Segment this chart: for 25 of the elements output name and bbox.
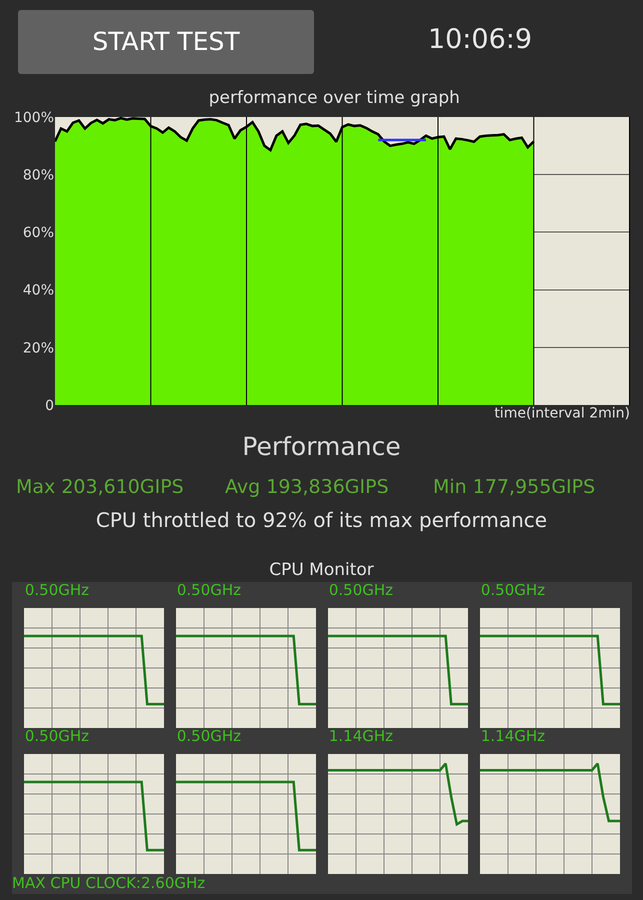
- chart-title: 1.14GHz: [328, 727, 394, 746]
- chart-title: 1.14GHz: [480, 727, 546, 746]
- text: Performance: [241, 432, 402, 461]
- text: 10:06:9: [426, 24, 534, 55]
- chart-title: 0.50GHz: [328, 581, 394, 600]
- chart-title: 0.50GHz: [176, 727, 242, 746]
- y-tick-label: 0: [45, 398, 54, 414]
- y-tick-label: 80%: [22, 168, 54, 184]
- text: Avg 193,836GIPS: [225, 476, 389, 498]
- text: MAX CPU CLOCK:2.60GHz: [12, 874, 206, 892]
- text: START TEST: [18, 10, 314, 74]
- y-tick-label: 100%: [14, 110, 54, 126]
- x-axis-title: time(interval 2min): [494, 405, 630, 422]
- chart-title: 0.50GHz: [24, 727, 90, 746]
- text: CPU throttled to 92% of its max performance: [94, 508, 548, 532]
- text: CPU Monitor: [268, 560, 375, 580]
- chart-title: performance over time graph: [208, 88, 460, 108]
- chart-title: 0.50GHz: [480, 581, 546, 600]
- chart-title: 0.50GHz: [176, 581, 242, 600]
- text: Min 177,955GIPS: [433, 476, 596, 498]
- chart-title: 0.50GHz: [24, 581, 90, 600]
- text: Max 203,610GIPS: [16, 476, 184, 498]
- y-tick-label: 20%: [22, 340, 54, 356]
- y-tick-label: 60%: [22, 225, 54, 242]
- y-tick-label: 40%: [22, 282, 54, 299]
